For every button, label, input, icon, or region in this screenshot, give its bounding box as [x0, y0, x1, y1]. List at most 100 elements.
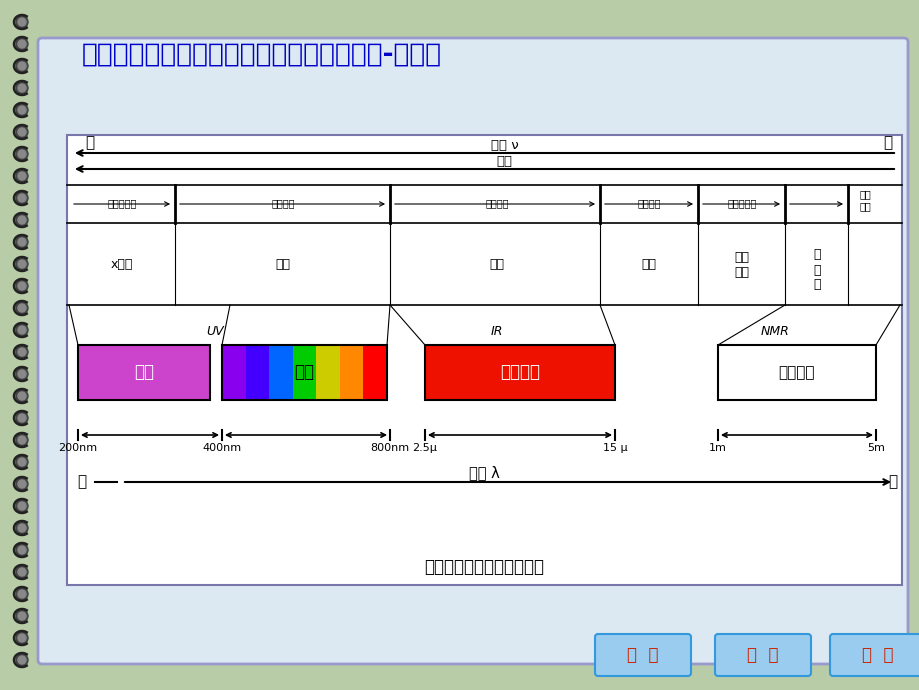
Text: 化学键断裂: 化学键断裂 — [108, 198, 137, 208]
Circle shape — [18, 458, 26, 466]
Circle shape — [16, 214, 28, 226]
Circle shape — [18, 282, 26, 290]
Circle shape — [16, 346, 28, 358]
Circle shape — [16, 236, 28, 248]
Text: 振动跃迁: 振动跃迁 — [484, 198, 508, 208]
Text: 光波谱区及能量跃迁相关图: 光波谱区及能量跃迁相关图 — [424, 558, 544, 576]
Circle shape — [16, 632, 28, 644]
Circle shape — [16, 16, 28, 28]
Circle shape — [18, 546, 26, 554]
Text: UV: UV — [206, 325, 223, 338]
Circle shape — [18, 106, 26, 114]
Circle shape — [18, 172, 26, 180]
Circle shape — [16, 148, 28, 160]
Text: 微波: 微波 — [641, 259, 656, 271]
Circle shape — [18, 150, 26, 158]
Bar — [245, 345, 269, 400]
Circle shape — [16, 500, 28, 512]
Text: 200nm: 200nm — [59, 443, 97, 453]
Text: 1m: 1m — [709, 443, 726, 453]
Text: 波长 λ: 波长 λ — [469, 465, 499, 480]
Bar — [78, 345, 210, 400]
Text: 无线
电波: 无线 电波 — [733, 251, 749, 279]
Bar — [425, 345, 614, 400]
Circle shape — [18, 194, 26, 202]
Circle shape — [18, 414, 26, 422]
Circle shape — [16, 390, 28, 402]
Bar — [292, 345, 316, 400]
Circle shape — [18, 84, 26, 92]
Text: 紫外: 紫外 — [275, 259, 290, 271]
Circle shape — [18, 128, 26, 136]
Circle shape — [16, 522, 28, 534]
Circle shape — [18, 436, 26, 444]
Circle shape — [18, 392, 26, 400]
Circle shape — [18, 634, 26, 642]
Text: IR: IR — [490, 325, 503, 338]
Circle shape — [16, 258, 28, 270]
Text: 紫外: 紫外 — [134, 364, 153, 382]
Text: 分子中基团的振动和转动能级跃迁产生：振-转光谱: 分子中基团的振动和转动能级跃迁产生：振-转光谱 — [82, 42, 442, 68]
Text: 能量: 能量 — [496, 155, 512, 168]
Text: 可见: 可见 — [294, 364, 314, 382]
Circle shape — [16, 434, 28, 446]
FancyBboxPatch shape — [595, 634, 690, 676]
Text: 5m: 5m — [866, 443, 884, 453]
Text: 下  页: 下 页 — [746, 646, 777, 664]
Circle shape — [18, 238, 26, 246]
Text: 射
频
区: 射 频 区 — [812, 248, 820, 291]
Bar — [339, 345, 364, 400]
Text: 上  页: 上 页 — [627, 646, 658, 664]
Text: 400nm: 400nm — [202, 443, 242, 453]
Text: 频率 ν: 频率 ν — [490, 139, 517, 152]
Circle shape — [18, 348, 26, 356]
Text: 转动跃迁: 转动跃迁 — [637, 198, 660, 208]
Circle shape — [18, 326, 26, 334]
Text: 红外: 红外 — [489, 259, 504, 271]
Circle shape — [18, 260, 26, 268]
Circle shape — [16, 126, 28, 138]
Circle shape — [18, 590, 26, 598]
Circle shape — [16, 610, 28, 622]
Text: 高: 高 — [85, 135, 94, 150]
Bar — [316, 345, 340, 400]
Circle shape — [18, 524, 26, 532]
FancyBboxPatch shape — [829, 634, 919, 676]
FancyBboxPatch shape — [714, 634, 811, 676]
Circle shape — [16, 478, 28, 490]
Circle shape — [16, 324, 28, 336]
Text: 800nm: 800nm — [370, 443, 409, 453]
Circle shape — [16, 566, 28, 578]
Circle shape — [16, 60, 28, 72]
FancyBboxPatch shape — [38, 38, 907, 664]
Circle shape — [18, 612, 26, 620]
Circle shape — [16, 412, 28, 424]
Circle shape — [16, 544, 28, 556]
Circle shape — [18, 480, 26, 488]
Circle shape — [18, 656, 26, 664]
Circle shape — [16, 588, 28, 600]
Text: 低: 低 — [882, 135, 891, 150]
Text: 15 μ: 15 μ — [602, 443, 627, 453]
Circle shape — [16, 456, 28, 468]
Text: 振动红外: 振动红外 — [499, 364, 539, 382]
Text: 电子跃迁: 电子跃迁 — [271, 198, 294, 208]
Text: 电子
自转: 电子 自转 — [858, 189, 870, 211]
Circle shape — [18, 568, 26, 576]
Bar — [221, 345, 387, 400]
Circle shape — [18, 216, 26, 224]
Circle shape — [16, 280, 28, 292]
Text: 返  回: 返 回 — [861, 646, 892, 664]
Circle shape — [16, 104, 28, 116]
Circle shape — [18, 40, 26, 48]
Circle shape — [18, 18, 26, 26]
Text: 长: 长 — [887, 475, 896, 489]
Circle shape — [16, 38, 28, 50]
Text: 原子核自转: 原子核自转 — [727, 198, 755, 208]
Circle shape — [16, 170, 28, 182]
Bar — [67, 135, 901, 585]
Bar — [717, 345, 875, 400]
Circle shape — [16, 654, 28, 666]
Bar — [363, 345, 387, 400]
Circle shape — [16, 192, 28, 204]
